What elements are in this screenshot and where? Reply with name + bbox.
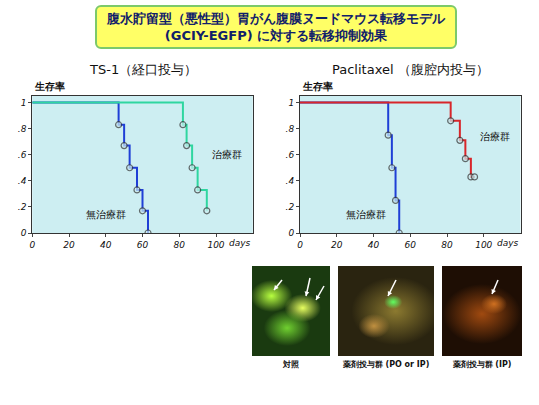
svg-text:40: 40 <box>368 240 380 250</box>
svg-text:60: 60 <box>137 240 149 250</box>
svg-text:.2: .2 <box>18 202 27 212</box>
svg-text:20: 20 <box>63 240 75 250</box>
svg-text:TS-1（経口投与）: TS-1（経口投与） <box>89 62 197 77</box>
svg-text:100: 100 <box>207 240 224 250</box>
svg-text:生存率: 生存率 <box>34 81 65 92</box>
html-text:薬剤投与群 (IP): 薬剤投与群 (IP) <box>452 360 512 369</box>
svg-text:0: 0 <box>288 228 294 238</box>
svg-text:.4: .4 <box>18 176 27 186</box>
svg-text:治療群: 治療群 <box>212 149 242 160</box>
svg-text:.8: .8 <box>286 124 295 134</box>
svg-text:治療群: 治療群 <box>480 131 510 142</box>
svg-text:20: 20 <box>331 240 343 250</box>
html-text:(GCIY-EGFP) に対する転移抑制効果: (GCIY-EGFP) に対する転移抑制効果 <box>164 28 388 43</box>
svg-text:.2: .2 <box>286 202 295 212</box>
svg-text:100: 100 <box>475 240 492 250</box>
svg-text:無治療群: 無治療群 <box>346 209 386 220</box>
svg-text:1: 1 <box>21 98 27 108</box>
svg-text:.6: .6 <box>18 150 27 160</box>
svg-text:生存率: 生存率 <box>302 81 333 92</box>
svg-text:0: 0 <box>21 228 27 238</box>
html-text:腹水貯留型（悪性型）胃がん腹膜ヌードマウス転移モデル: 腹水貯留型（悪性型）胃がん腹膜ヌードマウス転移モデル <box>107 11 445 26</box>
svg-text:40: 40 <box>100 240 112 250</box>
svg-text:.8: .8 <box>18 124 27 134</box>
svg-text:60: 60 <box>405 240 417 250</box>
html-text:対照: 対照 <box>283 360 299 369</box>
svg-text:無治療群: 無治療群 <box>86 209 126 220</box>
svg-text:Paclitaxel （腹腔内投与）: Paclitaxel （腹腔内投与） <box>332 62 489 77</box>
svg-text:days: days <box>497 238 519 248</box>
svg-text:.4: .4 <box>286 176 295 186</box>
svg-text:0: 0 <box>29 240 35 250</box>
svg-text:days: days <box>229 238 251 248</box>
svg-text:80: 80 <box>441 240 453 250</box>
html-text:薬剤投与群 (PO or IP): 薬剤投与群 (PO or IP) <box>342 360 430 369</box>
svg-text:1: 1 <box>288 98 294 108</box>
svg-text:80: 80 <box>174 240 186 250</box>
svg-text:.6: .6 <box>286 150 295 160</box>
svg-text:0: 0 <box>297 240 303 250</box>
